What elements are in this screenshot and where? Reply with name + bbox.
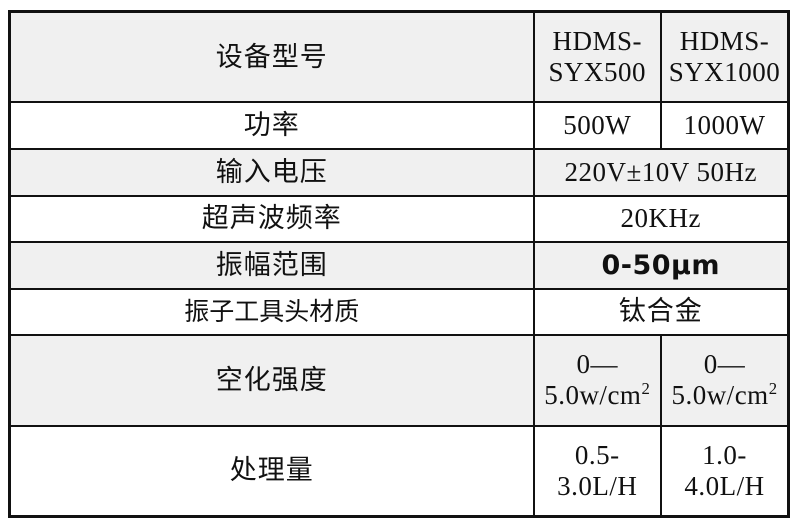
cell-frequency: 20KHz [532,194,790,244]
row-label-cavitation: 空化强度 [8,334,535,427]
cell-model-500: HDMS-SYX500 [532,10,662,104]
cell-input-voltage: 220V±10V 50Hz [532,148,790,197]
cell-cavitation-500: 0—5.0w/cm2 [532,334,662,427]
table-row: 振幅范围 0-50μm [8,241,790,290]
cell-power-500: 500W [532,101,662,151]
cell-cavitation-1000: 0—5.0w/cm2 [660,334,790,427]
table-row: 振子工具头材质 钛合金 [8,287,790,337]
row-label-input-voltage: 输入电压 [8,148,535,197]
cavitation-500-superscript: 2 [641,379,651,399]
row-label-amplitude: 振幅范围 [8,241,535,290]
row-label-horn-material: 振子工具头材质 [8,287,535,337]
table-row: 输入电压 220V±10V 50Hz [8,148,790,197]
row-label-throughput: 处理量 [8,424,535,518]
table-row: 设备型号 HDMS-SYX500 HDMS-SYX1000 [8,10,790,104]
cell-throughput-500: 0.5-3.0L/H [532,424,662,518]
cell-throughput-1000: 1.0-4.0L/H [660,424,790,518]
cavitation-1000-superscript: 2 [768,379,778,399]
table-row: 空化强度 0—5.0w/cm2 0—5.0w/cm2 [8,334,790,427]
cavitation-1000-value: 0—5.0w/cm [671,349,769,411]
cell-horn-material: 钛合金 [532,287,790,337]
table-row: 处理量 0.5-3.0L/H 1.0-4.0L/H [8,424,790,518]
table-row: 功率 500W 1000W [8,101,790,151]
cell-model-1000: HDMS-SYX1000 [660,10,790,104]
table-row: 超声波频率 20KHz [8,194,790,244]
row-label-frequency: 超声波频率 [8,194,535,244]
cavitation-500-value: 0—5.0w/cm [544,349,642,411]
row-label-power: 功率 [8,101,535,151]
row-label-model: 设备型号 [8,10,535,104]
cell-amplitude: 0-50μm [532,241,790,290]
cell-power-1000: 1000W [660,101,790,151]
spec-table-container: 设备型号 HDMS-SYX500 HDMS-SYX1000 功率 500W 10… [8,10,790,518]
equipment-spec-table: 设备型号 HDMS-SYX500 HDMS-SYX1000 功率 500W 10… [8,10,790,518]
